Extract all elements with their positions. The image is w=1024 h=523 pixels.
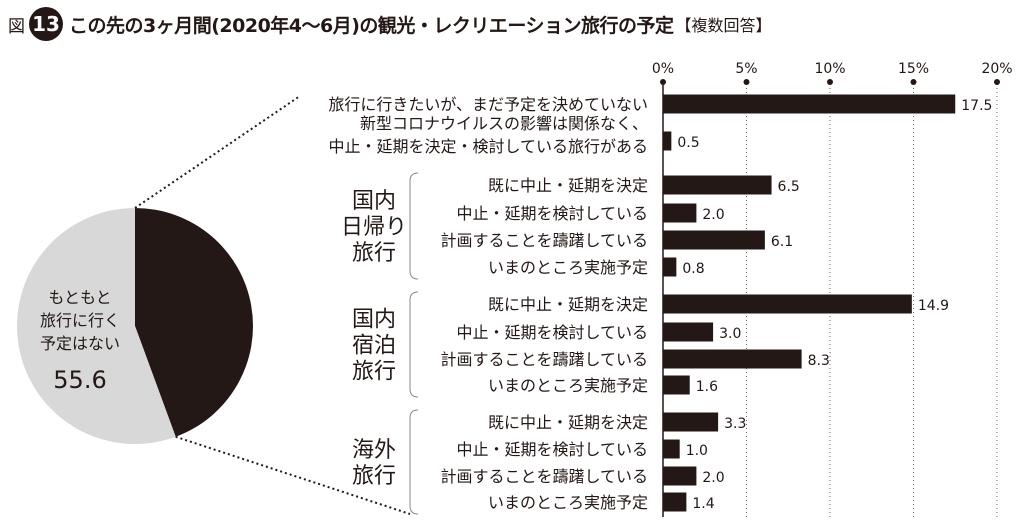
group-label-2-l1: 宿泊 (352, 334, 396, 359)
x-tick-dot-3 (910, 79, 917, 85)
bar-g2-r0 (663, 294, 912, 314)
bar-label-g3-r0-l0: 既に中止・延期を決定 (488, 413, 648, 432)
bar-g1-r1 (663, 203, 697, 223)
pie-slice-1 (17, 208, 176, 444)
group-label-1-l0: 国内 (352, 189, 396, 214)
x-tick-dot-4 (994, 79, 1000, 85)
x-tick-label-0: 0% (652, 61, 674, 77)
bar-label-g2-r2-l0: 計画することを躊躇している (440, 350, 648, 369)
bar-value-g3-r0: 3.3 (724, 416, 746, 432)
figure-number-badge: 13 (29, 7, 63, 41)
bar-value-g2-r3: 1.6 (696, 379, 718, 395)
connector-top (134, 95, 301, 209)
figure-label: 図 (8, 16, 25, 37)
bar-g2-r2 (663, 349, 802, 369)
bar-label-g1-r2-l0: 計画することを躊躇している (440, 231, 648, 250)
x-tick-label-3: 15% (898, 61, 929, 77)
bar-label-g2-r1-l0: 中止・延期を検討している (456, 323, 648, 342)
pie-value-label: 55.6 (53, 366, 106, 394)
bar-value-g1-r1: 2.0 (702, 207, 724, 223)
pie-label-line-1: 旅行に行く (40, 311, 120, 330)
bar-g0-r1 (663, 131, 672, 151)
pie-label-line-0: もともと (48, 288, 111, 307)
bar-value-g3-r1: 1.0 (686, 443, 708, 459)
group-label-1-l1: 日帰り (341, 215, 407, 240)
chart-title-suffix: 【複数回答】 (675, 16, 772, 35)
x-tick-label-4: 20% (981, 61, 1012, 77)
bar-value-g1-r3: 0.8 (682, 261, 704, 277)
bar-value-g1-r2: 6.1 (771, 234, 793, 250)
bar-value-g2-r0: 14.9 (918, 298, 949, 314)
bar-label-g3-r3-l0: いまのところ実施予定 (488, 493, 648, 512)
x-tick-dot-1 (743, 79, 750, 85)
bar-value-g1-r0: 6.5 (778, 179, 800, 195)
bar-g1-r0 (663, 175, 772, 195)
group-label-1-l2: 旅行 (352, 241, 396, 266)
bar-label-g0-r1-l0: 新型コロナウイルスの影響は関係なく、 (360, 114, 648, 133)
group-label-3-l1: 旅行 (352, 464, 396, 489)
bar-g1-r2 (663, 230, 765, 250)
bar-g3-r3 (663, 492, 687, 512)
bar-g2-r1 (663, 322, 714, 342)
chart-title: この先の3ヶ月間(2020年4〜6月)の観光・レクリエーション旅行の予定 (69, 14, 674, 37)
bar-g0-r0 (663, 94, 956, 114)
x-tick-label-1: 5% (735, 61, 757, 77)
bar-value-g3-r2: 2.0 (702, 470, 724, 486)
group-label-2-l0: 国内 (352, 308, 396, 333)
group-bracket-2 (409, 291, 419, 398)
bar-label-g1-r3-l0: いまのところ実施予定 (488, 258, 648, 277)
pie-slice-0 (135, 208, 254, 437)
group-bracket-1 (409, 172, 419, 280)
bar-value-g0-r1: 0.5 (677, 135, 699, 151)
bar-label-g2-r0-l0: 既に中止・延期を決定 (488, 295, 648, 314)
bar-label-g3-r1-l0: 中止・延期を検討している (456, 440, 648, 459)
bar-g2-r3 (663, 375, 690, 395)
bar-label-g0-r0-l0: 旅行に行きたいが、まだ予定を決めていない (328, 95, 648, 114)
group-label-2-l2: 旅行 (352, 360, 396, 385)
bar-g3-r0 (663, 412, 719, 432)
bar-value-g2-r2: 8.3 (808, 353, 830, 369)
bar-value-g2-r1: 3.0 (719, 326, 741, 342)
bar-label-g3-r2-l0: 計画することを躊躇している (440, 467, 648, 486)
bar-value-g3-r3: 1.4 (692, 496, 714, 512)
pie-label-line-2: 予定はない (40, 334, 120, 353)
connector-bottom (175, 435, 411, 515)
bar-label-g1-r0-l0: 既に中止・延期を決定 (488, 176, 648, 195)
group-label-3-l0: 海外 (352, 438, 396, 463)
figure-title-bar: 図 13 この先の3ヶ月間(2020年4〜6月)の観光・レクリエーション旅行の予… (8, 4, 772, 44)
group-bracket-3 (409, 409, 419, 515)
bar-value-g0-r0: 17.5 (961, 98, 992, 114)
bar-g1-r3 (663, 257, 677, 277)
bar-g3-r2 (663, 466, 697, 486)
x-tick-label-2: 10% (814, 61, 845, 77)
bar-label-g2-r3-l0: いまのところ実施予定 (488, 376, 648, 395)
x-tick-dot-2 (827, 79, 833, 85)
bar-label-g1-r1-l0: 中止・延期を検討している (456, 204, 648, 223)
bar-g3-r1 (663, 439, 680, 459)
bar-label-g0-r1-l1: 中止・延期を決定・検討している旅行がある (328, 137, 648, 156)
